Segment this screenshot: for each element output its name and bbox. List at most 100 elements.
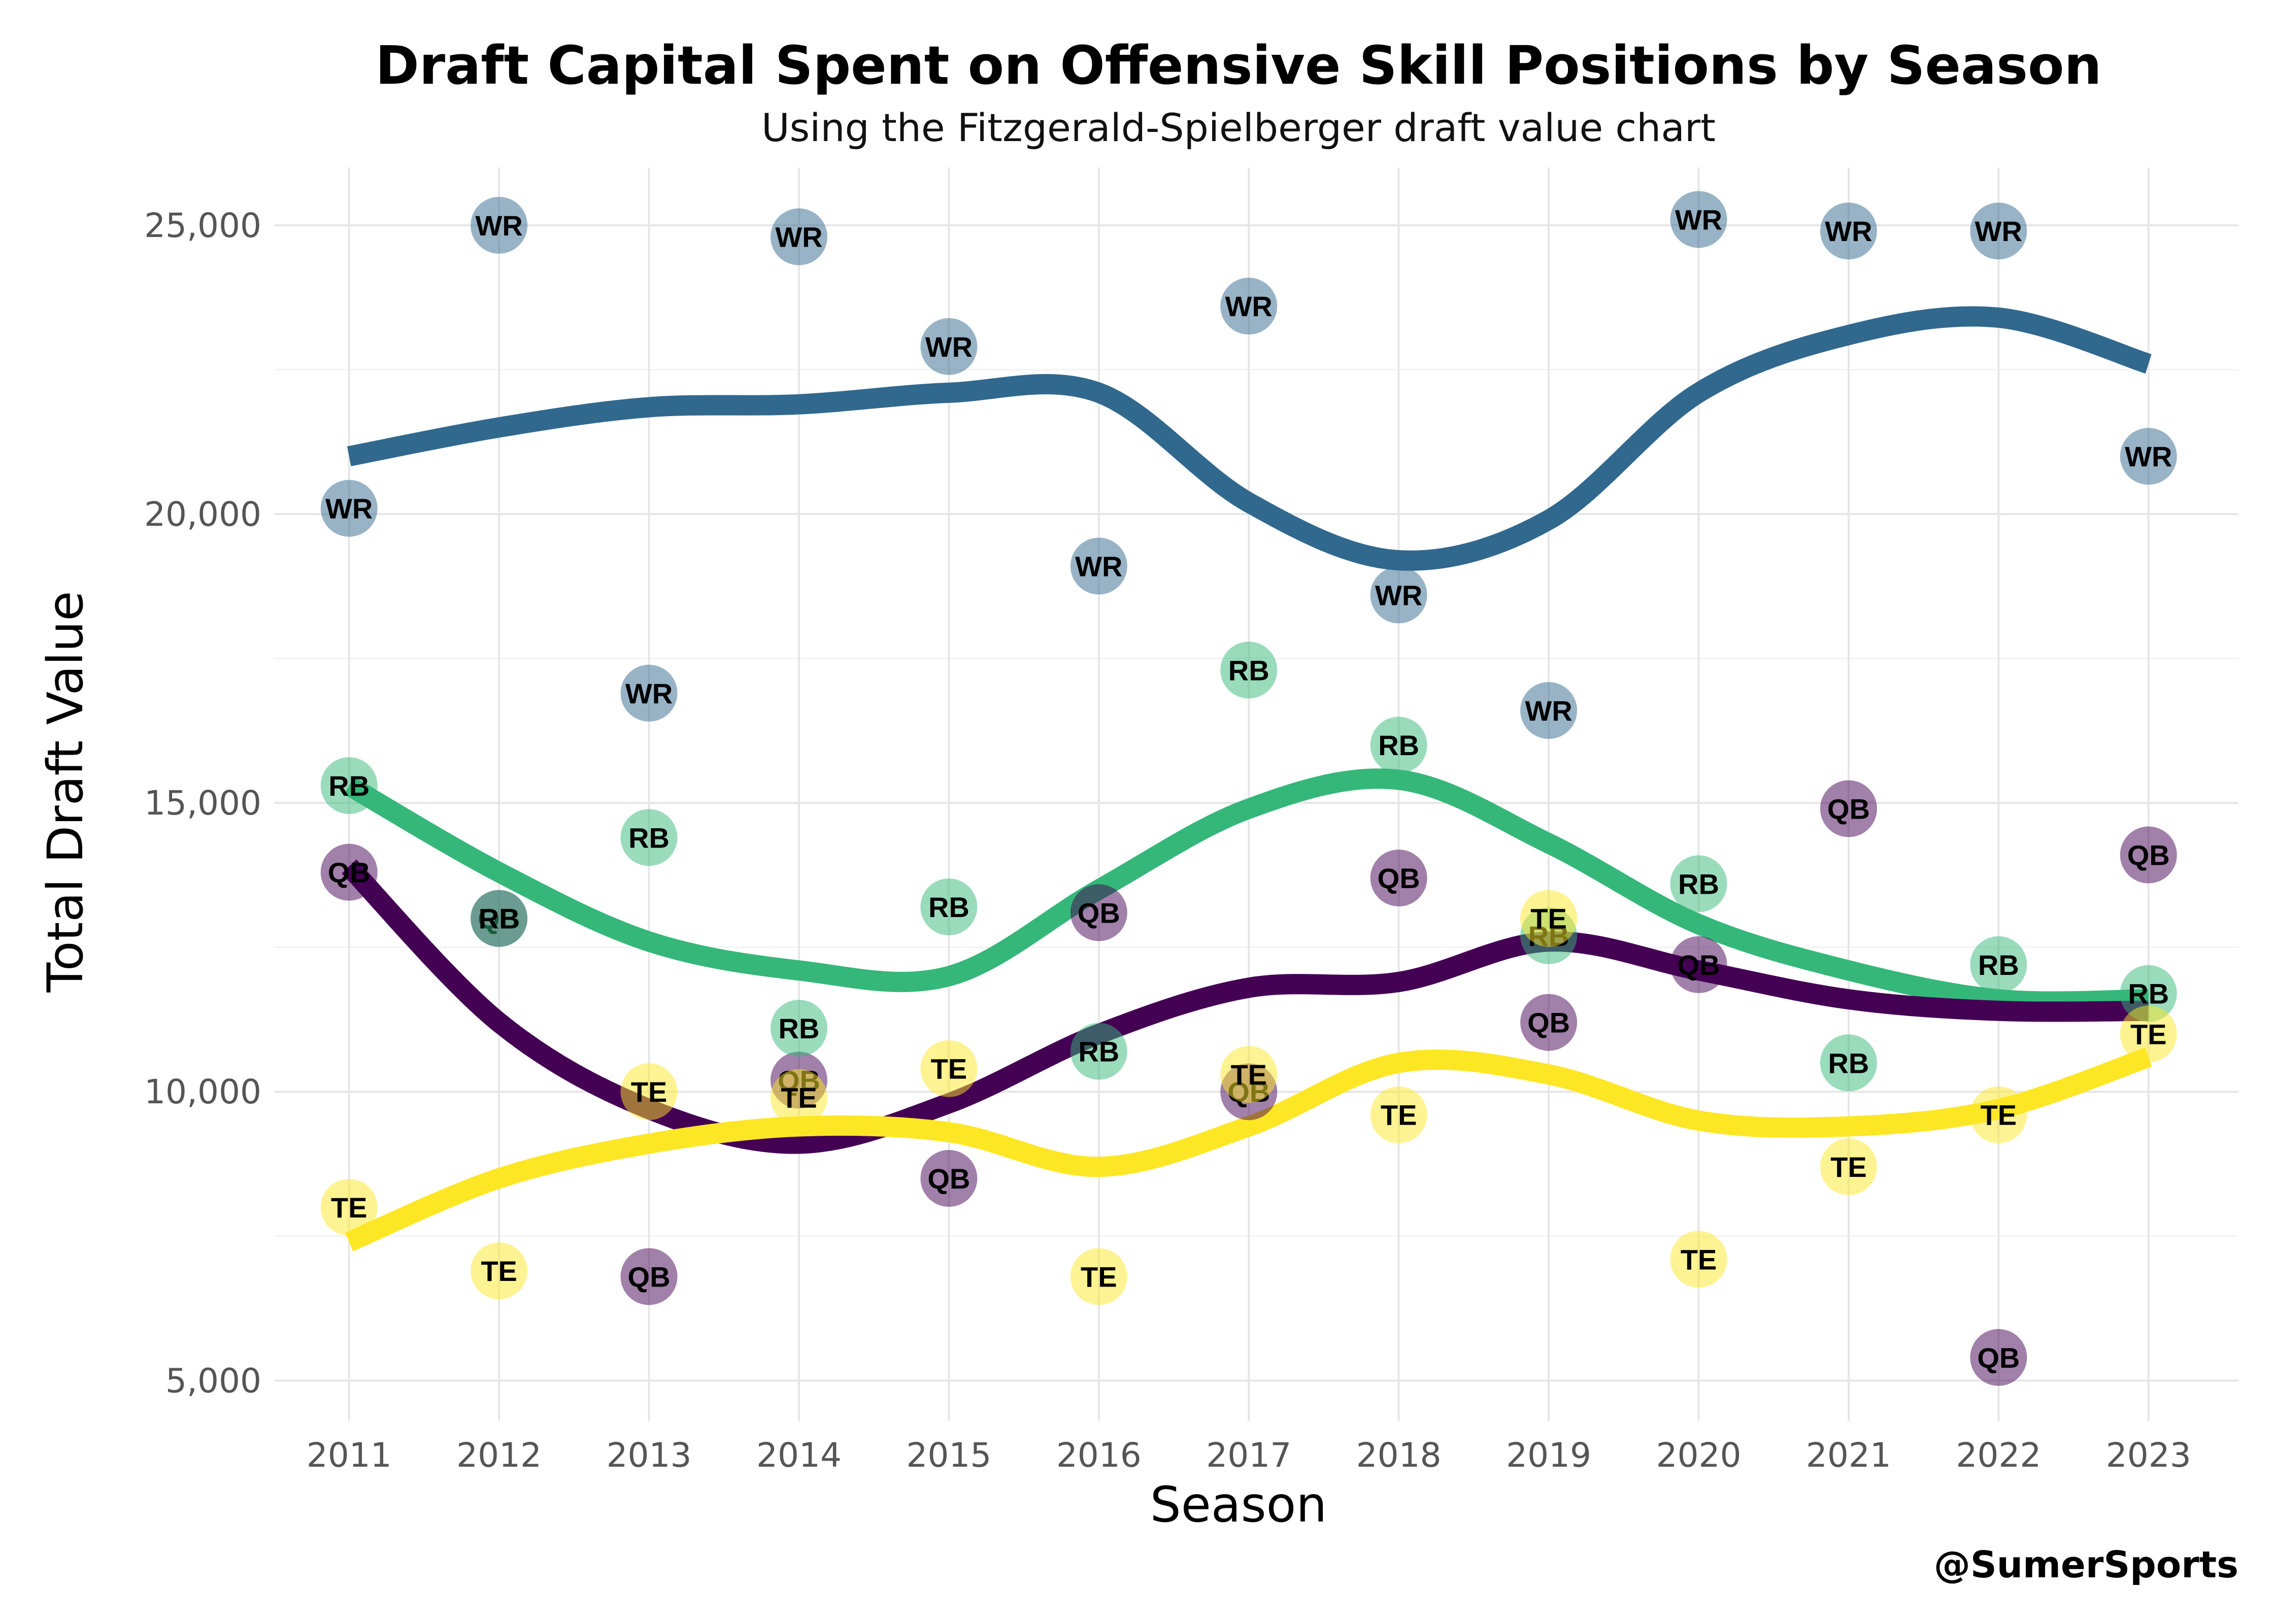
point-qb <box>620 1248 678 1305</box>
x-tick-label: 2022 <box>1956 1436 2041 1475</box>
point-rb <box>1370 717 1427 774</box>
point-te <box>2120 1005 2177 1063</box>
point-label-qb: QB <box>1827 793 1870 825</box>
x-tick-label: 2011 <box>307 1436 392 1475</box>
point-label-wr: WR <box>2125 441 2172 472</box>
point-label-qb: QB <box>328 857 371 889</box>
point-qb <box>1520 994 1578 1051</box>
point-label-wr: WR <box>1975 215 2022 247</box>
point-te <box>320 1178 378 1236</box>
point-label-qb: QB <box>1977 1342 2020 1374</box>
point-qb <box>1070 884 1127 941</box>
point-label-rb: RB <box>2128 978 2169 1010</box>
point-te <box>1220 1046 1278 1103</box>
point-rb <box>1670 855 1727 912</box>
point-label-qb: QB <box>1677 949 1720 981</box>
data-points: QBQBQBQBQBQBQBQBQBQBQBQBQBRBRBRBRBRBRBRB… <box>320 191 2177 1386</box>
point-te <box>920 1040 978 1097</box>
point-label-rb: RB <box>479 903 520 935</box>
point-label-wr: WR <box>1375 579 1422 611</box>
point-qb <box>920 1149 978 1207</box>
point-label-wr: WR <box>775 221 822 253</box>
point-label-rb: RB <box>1378 729 1419 761</box>
point-label-wr: WR <box>925 331 973 363</box>
x-tick-label: 2013 <box>607 1436 692 1475</box>
x-axis-ticks: 2011 2012 2013 2014 2015 2016 2017 2018 2019 2020… <box>307 1436 2191 1475</box>
y-tick-label: 15,000 <box>144 784 261 823</box>
point-wr <box>1370 566 1427 624</box>
point-label-te: TE <box>1681 1243 1717 1275</box>
point-label-te: TE <box>1830 1151 1867 1183</box>
point-label-wr: WR <box>1075 550 1122 582</box>
point-label-wr: WR <box>1525 695 1572 727</box>
point-wr <box>1070 537 1127 595</box>
point-label-rb: RB <box>1828 1047 1869 1079</box>
point-rb <box>2120 965 2177 1022</box>
point-qb <box>2120 826 2177 884</box>
x-tick-label: 2016 <box>1056 1436 1142 1475</box>
point-rb <box>1220 641 1278 699</box>
series-wr: WR WR WR WR WR WR WR WR WR WR WR WR WR <box>320 191 2177 739</box>
point-rb <box>1970 936 2027 993</box>
point-te <box>770 1069 827 1126</box>
point-label-te: TE <box>1381 1099 1417 1131</box>
point-qb <box>1970 1329 2027 1386</box>
point-wr <box>770 208 827 265</box>
point-label-te: TE <box>631 1076 667 1108</box>
point-label-te: TE <box>1230 1059 1267 1091</box>
series-te: TE TE TE TE TE TE TE TE TE TE TE TE TE <box>320 890 2177 1305</box>
point-wr <box>320 480 378 537</box>
point-label-wr: WR <box>1225 290 1273 322</box>
point-rb <box>920 878 978 935</box>
point-te <box>1520 890 1578 947</box>
point-label-qb: QB <box>2127 839 2170 871</box>
point-te <box>1970 1086 2027 1143</box>
point-label-te: TE <box>2130 1018 2167 1050</box>
x-tick-label: 2019 <box>1506 1436 1591 1475</box>
chart-caption: @SumerSports <box>1934 1543 2238 1586</box>
point-label-wr: WR <box>475 210 522 242</box>
point-label-wr: WR <box>625 678 673 709</box>
x-tick-label: 2023 <box>2106 1436 2191 1475</box>
point-label-rb: RB <box>1228 654 1269 686</box>
y-tick-label: 20,000 <box>144 495 261 534</box>
x-tick-label: 2021 <box>1806 1436 1891 1475</box>
point-rb <box>1820 1034 1877 1092</box>
point-rb <box>620 809 678 866</box>
point-label-te: TE <box>331 1192 367 1224</box>
point-wr <box>1970 202 2027 260</box>
point-label-qb: QB <box>927 1163 970 1195</box>
point-qb <box>1370 850 1427 907</box>
point-label-rb: RB <box>779 1012 820 1044</box>
point-wr <box>1820 202 1877 260</box>
point-te <box>1370 1086 1427 1143</box>
point-wr <box>920 318 978 375</box>
point-label-qb: QB <box>628 1261 671 1293</box>
point-label-te: TE <box>781 1082 817 1114</box>
point-label-rb: RB <box>1678 868 1719 900</box>
series-rb: RBRBRBRBRBRBRBRBRBRBRBRBRB <box>320 641 2177 1092</box>
point-label-wr: WR <box>1825 215 1872 247</box>
point-te <box>620 1063 678 1121</box>
point-qb <box>320 843 378 901</box>
x-tick-label: 2017 <box>1206 1436 1291 1475</box>
x-tick-label: 2015 <box>906 1436 991 1475</box>
chart-title: Draft Capital Spent on Offensive Skill P… <box>375 35 2101 96</box>
point-wr <box>1220 278 1278 335</box>
point-te <box>471 1242 528 1300</box>
point-label-rb: RB <box>1978 949 2019 981</box>
point-wr <box>2120 428 2177 485</box>
point-wr <box>471 196 528 254</box>
point-label-te: TE <box>931 1053 967 1085</box>
point-label-qb: QB <box>1527 1007 1570 1039</box>
point-wr <box>1670 191 1727 248</box>
point-label-rb: RB <box>628 822 670 854</box>
trend-line-wr <box>347 306 2152 571</box>
point-wr <box>1520 682 1578 739</box>
point-qb <box>1670 936 1727 993</box>
point-label-te: TE <box>1081 1261 1117 1293</box>
y-axis-label: Total Draft Value <box>37 591 94 993</box>
point-rb <box>1070 1023 1127 1080</box>
point-label-qb: QB <box>1078 897 1120 929</box>
